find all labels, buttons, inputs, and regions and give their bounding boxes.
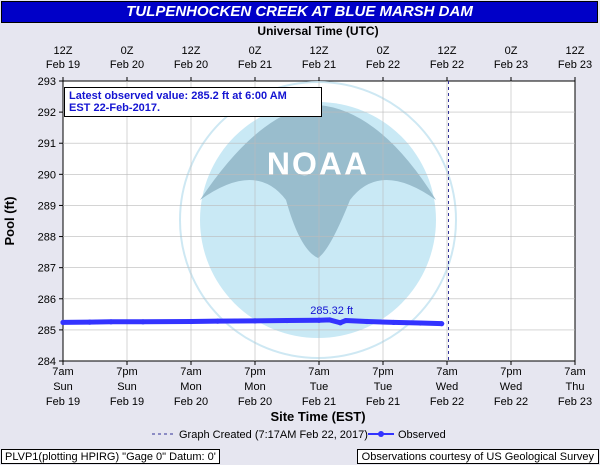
x-tick-label: 7pm: [500, 366, 521, 378]
x-tick-label: Sun: [53, 381, 73, 393]
x-tick-label: Feb 21: [366, 396, 400, 408]
x-axis-label: Site Time (EST): [270, 409, 365, 424]
top-tick-hour: 0Z: [505, 45, 518, 57]
latest-line-1: Latest observed value: 285.2 ft at 6:00 …: [69, 90, 287, 102]
observed-point: [337, 320, 343, 326]
top-tick-date: Feb 20: [110, 59, 144, 71]
observed-point: [215, 318, 221, 324]
top-tick-hour: 12Z: [310, 45, 329, 57]
top-tick-hour: 12Z: [54, 45, 73, 57]
source-footer: Observations courtesy of US Geological S…: [356, 449, 599, 464]
x-tick-label: Mon: [180, 381, 201, 393]
top-axis-title: Universal Time (UTC): [257, 24, 378, 38]
observed-point: [391, 319, 397, 326]
top-tick-hour: 12Z: [182, 45, 201, 57]
observed-point: [316, 317, 322, 323]
observed-series: [60, 317, 445, 327]
y-tick-label: 291: [38, 138, 56, 150]
x-tick-label: Feb 21: [302, 396, 336, 408]
top-tick-date: Feb 22: [366, 59, 400, 71]
observed-point: [108, 319, 114, 325]
y-tick-label: 290: [38, 169, 56, 181]
x-tick-label: 7am: [180, 366, 201, 378]
y-tick-label: 289: [38, 200, 56, 212]
y-tick-label: 288: [38, 232, 56, 244]
legend: Graph Created (7:17AM Feb 22, 2017) Obse…: [152, 429, 446, 441]
x-tick-label: Wed: [500, 381, 522, 393]
x-tick-label: Sun: [117, 381, 137, 393]
top-tick-hour: 12Z: [566, 45, 585, 57]
x-tick-label: 7pm: [372, 366, 393, 378]
x-tick-label: 7am: [564, 366, 585, 378]
x-tick-label: Feb 19: [110, 396, 144, 408]
legend-created-label: Graph Created (7:17AM Feb 22, 2017): [179, 429, 368, 441]
peak-annotation: 285.32 ft: [310, 305, 353, 317]
top-tick-hour: 0Z: [249, 45, 262, 57]
top-tick-date: Feb 21: [302, 59, 336, 71]
observed-point: [188, 318, 194, 325]
x-tick-label: Wed: [436, 381, 458, 393]
legend-observed-marker: [378, 431, 384, 437]
y-tick-label: 285: [38, 325, 56, 337]
top-tick-date: Feb 22: [430, 59, 464, 71]
datum-footer: PLVP1(plotting HPIRG) "Gage 0" Datum: 0': [1, 449, 220, 464]
observed-point: [327, 317, 333, 323]
x-tick-label: Feb 23: [558, 396, 592, 408]
latest-observation-box: Latest observed value: 285.2 ft at 6:00 …: [64, 87, 322, 117]
observed-point: [343, 317, 349, 324]
top-tick-hour: 12Z: [438, 45, 457, 57]
observed-point: [364, 318, 370, 325]
observed-point: [60, 319, 66, 326]
top-tick-hour: 0Z: [121, 45, 134, 57]
x-tick-label: Feb 22: [430, 396, 464, 408]
top-tick-hour: 0Z: [377, 45, 390, 57]
x-tick-label: Feb 20: [174, 396, 208, 408]
top-tick-date: Feb 19: [46, 59, 80, 71]
top-tick-date: Feb 21: [238, 59, 272, 71]
top-axis: 12Z Feb 19 0Z Feb 20 12Z Feb 20 0Z Feb 21 12Z Feb…: [46, 45, 592, 81]
observed-point: [140, 319, 146, 325]
top-tick-date: Feb 20: [174, 59, 208, 71]
top-tick-date: Feb 23: [494, 59, 528, 71]
latest-line-2: EST 22-Feb-2017.: [69, 102, 161, 114]
y-tick-label: 284: [38, 356, 56, 368]
observed-point: [439, 321, 445, 327]
observed-point: [284, 317, 290, 324]
chart-title: TULPENHOCKEN CREEK AT BLUE MARSH DAM: [1, 1, 598, 23]
top-tick-date: Feb 23: [558, 59, 592, 71]
svg-text:NOAA: NOAA: [267, 146, 369, 182]
x-tick-label: Thu: [566, 381, 585, 393]
x-axis: 7am Sun Feb 19 7pm Sun Feb 19 7am Mon Feb 20 7pm M…: [46, 361, 592, 408]
y-tick-label: 292: [38, 107, 56, 119]
x-tick-label: Mon: [244, 381, 265, 393]
y-tick-label: 286: [38, 294, 56, 306]
x-tick-label: 7am: [308, 366, 329, 378]
x-tick-label: 7am: [52, 366, 73, 378]
x-tick-label: Feb 20: [238, 396, 272, 408]
observed-point: [417, 320, 423, 326]
observed-line: [60, 317, 445, 327]
observed-point: [252, 318, 258, 324]
y-axis-label: Pool (ft): [2, 196, 17, 245]
x-tick-label: 7am: [436, 366, 457, 378]
x-tick-label: Feb 22: [494, 396, 528, 408]
legend-observed-label: Observed: [398, 429, 446, 441]
x-tick-label: 7pm: [116, 366, 137, 378]
y-tick-label: 293: [38, 76, 56, 88]
x-tick-label: Tue: [310, 381, 329, 393]
x-tick-label: 7pm: [244, 366, 265, 378]
observed-point: [87, 319, 93, 325]
x-tick-label: Tue: [374, 381, 393, 393]
y-tick-label: 287: [38, 263, 56, 275]
x-tick-label: Feb 19: [46, 396, 80, 408]
y-axis: 284 285 286 287 288 289 290 291 292 293: [38, 76, 63, 368]
